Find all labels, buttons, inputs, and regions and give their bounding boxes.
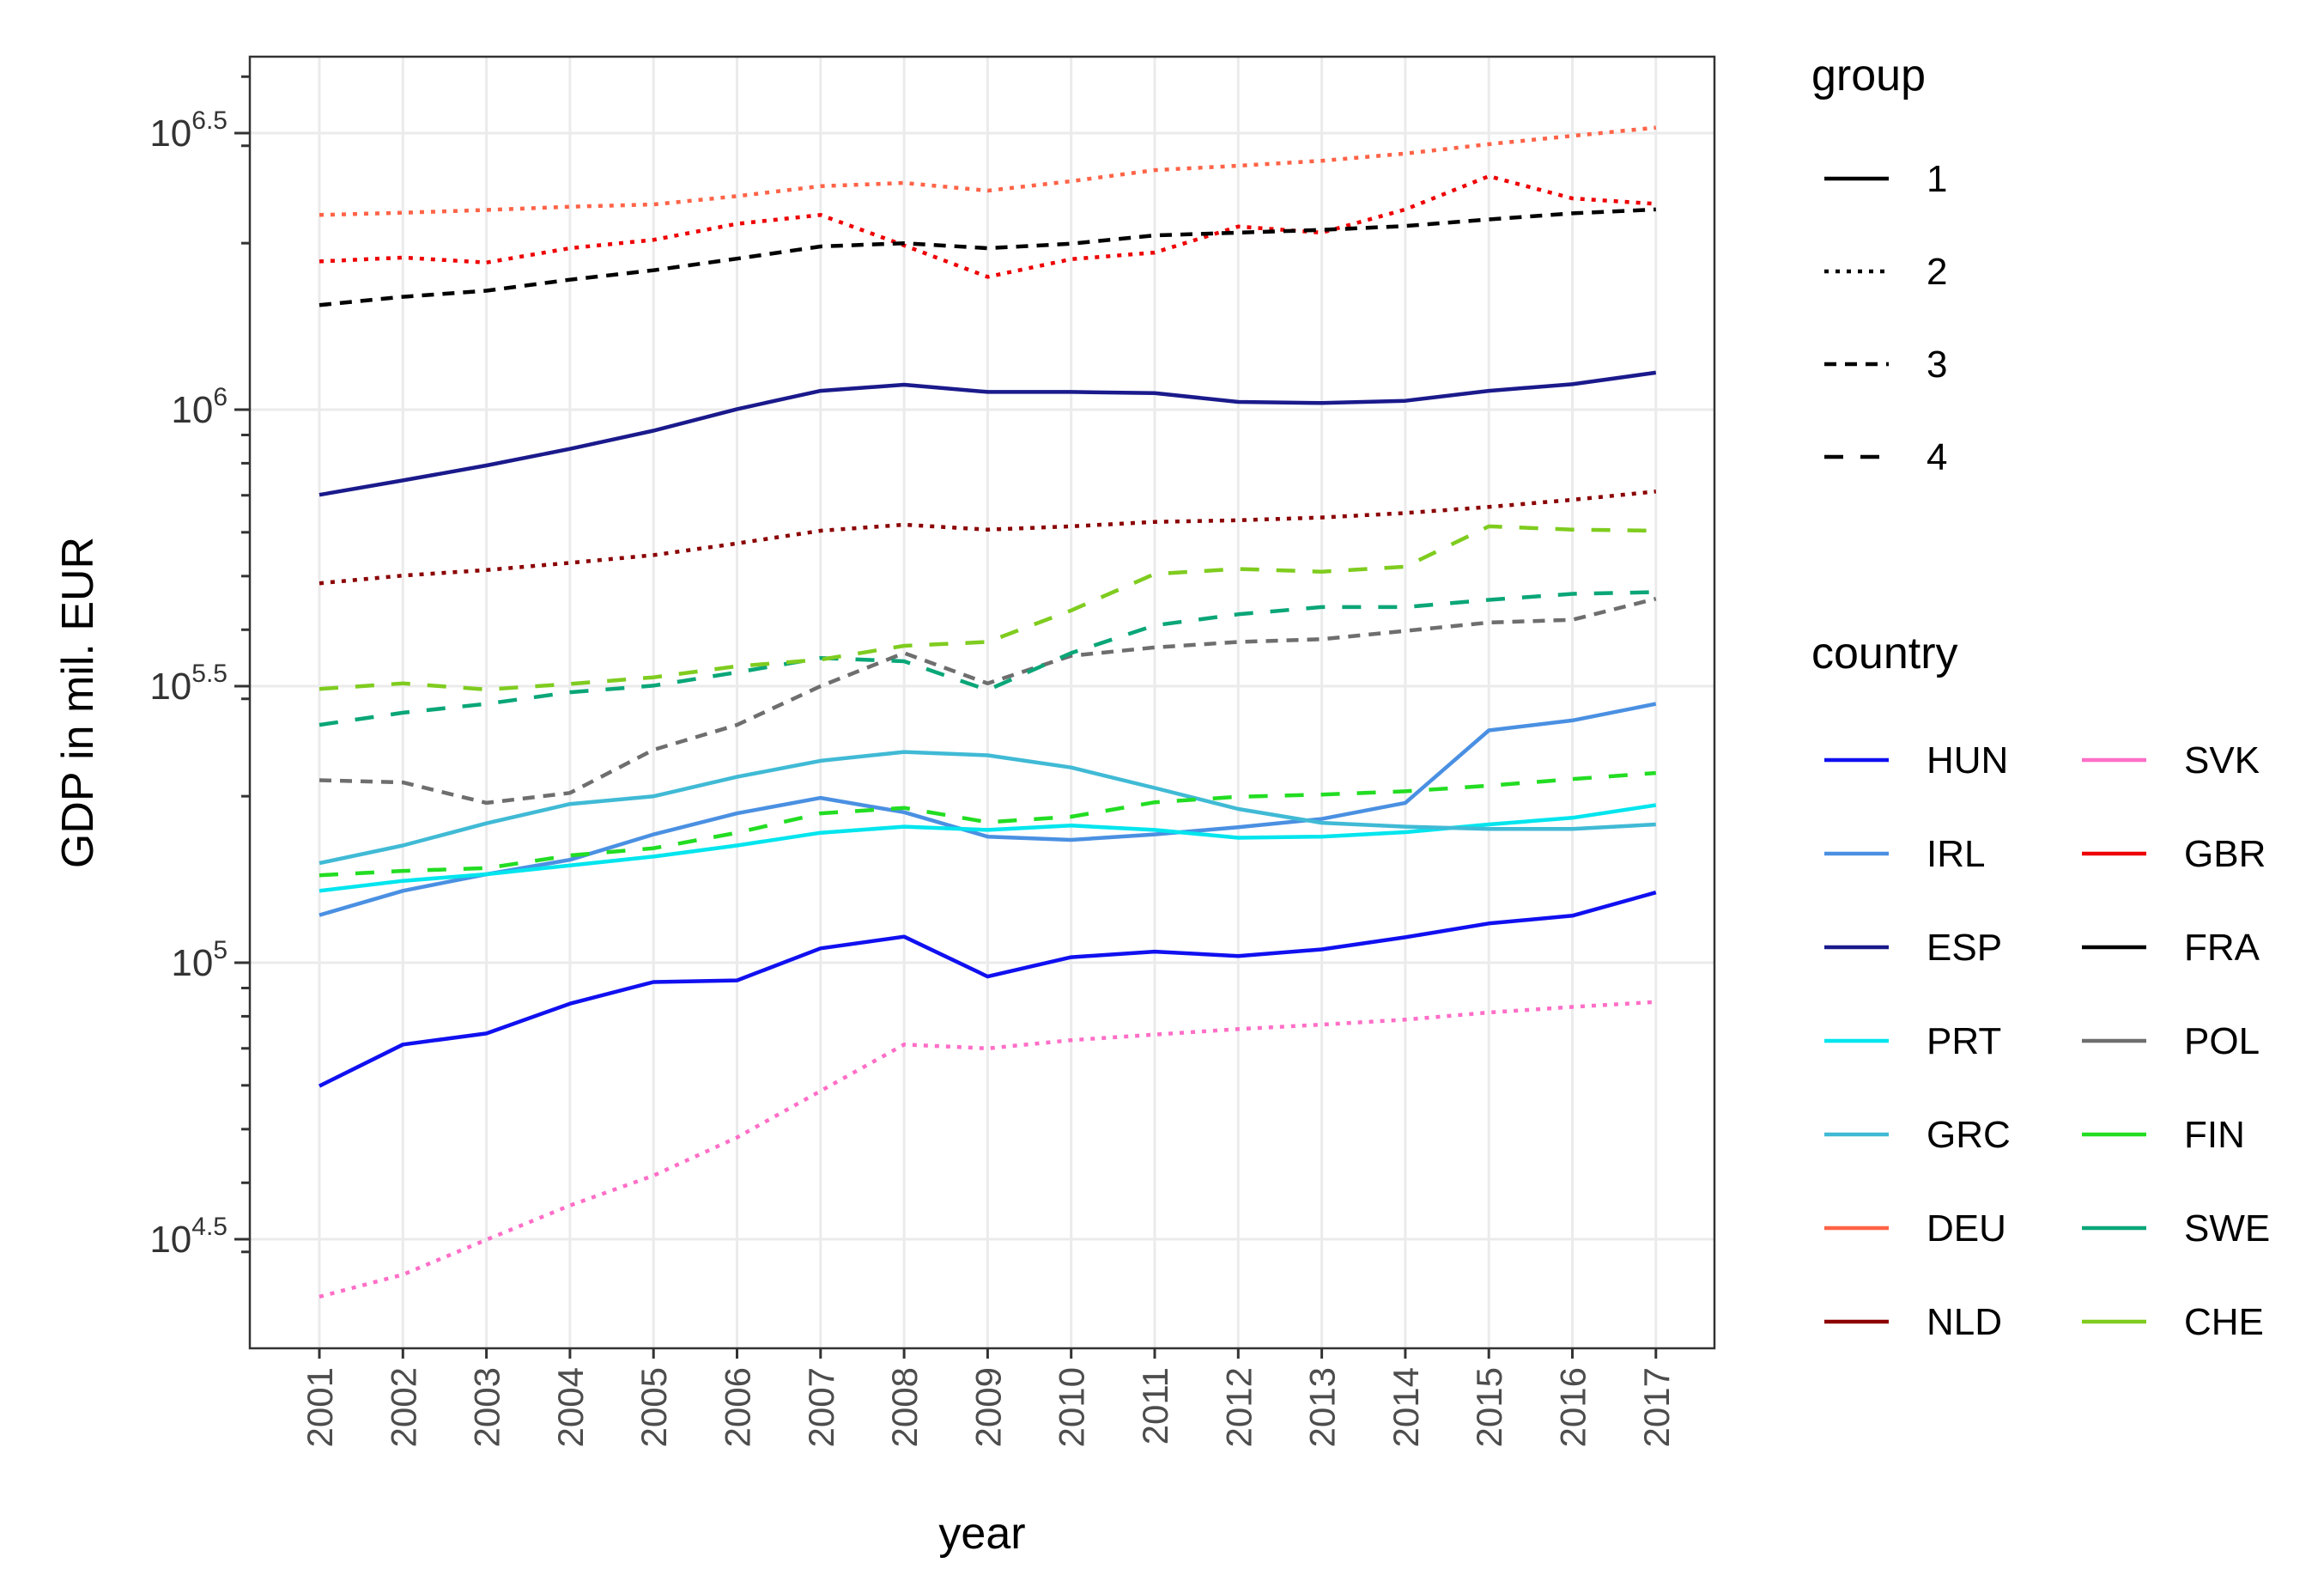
legend-country-label: FIN — [2184, 1114, 2245, 1156]
series-line-deu — [319, 125, 1657, 217]
x-tick-label: 2011 — [1135, 1367, 1175, 1444]
x-tick-label: 2013 — [1302, 1367, 1343, 1447]
legend-country-label: DEU — [1927, 1207, 2006, 1250]
series-line-esp — [319, 370, 1657, 497]
legend-country-label: PRT — [1927, 1020, 2001, 1062]
y-tick-label: 106.5 — [149, 106, 228, 155]
y-gridlines — [250, 131, 1714, 1241]
y-axis-title: GDP in mil. EUR — [53, 537, 103, 868]
legend-group-label: 4 — [1927, 436, 1947, 478]
x-tick-label: 2001 — [300, 1367, 340, 1447]
x-tick-label: 2009 — [968, 1367, 1008, 1447]
legend-group-label: 2 — [1927, 251, 1947, 293]
legend-group: group 1 2 3 4 — [1811, 51, 1947, 478]
series-line-prt — [319, 803, 1657, 893]
x-gridlines — [318, 57, 1658, 1348]
x-tick-label: 2010 — [1052, 1367, 1092, 1447]
series-line-pol — [319, 597, 1657, 806]
x-axis: 2001 2002 2003 2004 2005 2006 2007 2008 2009 2010… — [300, 1348, 1677, 1447]
legend-country-label: HUN — [1927, 739, 2008, 781]
legend-country-label: IRL — [1927, 833, 1985, 875]
x-axis-title: year — [938, 1509, 1025, 1559]
y-tick-label: 105.5 — [149, 660, 228, 708]
legend-country-label: FRA — [2184, 927, 2260, 969]
x-tick-label: 2016 — [1553, 1367, 1593, 1447]
legend-country-label: NLD — [1927, 1301, 2002, 1343]
legend-country-title: country — [1811, 629, 1958, 678]
x-tick-label: 2007 — [801, 1367, 841, 1447]
x-tick-label: 2008 — [884, 1367, 925, 1447]
series-line-che — [319, 524, 1656, 692]
series-line-svk — [319, 1000, 1656, 1299]
x-tick-label: 2004 — [550, 1367, 591, 1447]
legend-group-title: group — [1811, 51, 1926, 100]
y-tick-label: 104.5 — [149, 1213, 228, 1261]
y-tick-label: 106 — [171, 383, 228, 431]
legend-country-label: GBR — [2184, 833, 2266, 875]
legend-country-label: SVK — [2184, 739, 2260, 781]
x-tick-label: 2005 — [634, 1367, 674, 1447]
legend-country-label: GRC — [1927, 1114, 2011, 1156]
series-line-nld — [319, 490, 1657, 586]
legend-group-label: 3 — [1927, 344, 1947, 386]
series-lines — [318, 125, 1657, 1299]
series-line-gbr — [319, 173, 1656, 279]
x-tick-label: 2015 — [1469, 1367, 1509, 1447]
plot-panel-border — [248, 55, 1716, 1350]
legend-country-label: ESP — [1927, 927, 2002, 969]
series-line-hun — [318, 891, 1657, 1088]
x-tick-label: 2003 — [467, 1367, 507, 1447]
y-tick-label: 105 — [171, 936, 228, 984]
x-tick-label: 2014 — [1386, 1367, 1426, 1447]
series-line-fra — [319, 207, 1656, 307]
legend-country-label: POL — [2184, 1020, 2260, 1062]
legend-country-label: SWE — [2184, 1207, 2270, 1250]
x-tick-label: 2012 — [1218, 1367, 1259, 1447]
x-tick-label: 2017 — [1636, 1367, 1677, 1447]
legend-group-label: 1 — [1927, 158, 1947, 200]
series-line-grc — [319, 750, 1656, 866]
x-tick-label: 2002 — [383, 1367, 423, 1447]
series-line-irl — [319, 702, 1657, 917]
legend-country-label: CHE — [2184, 1301, 2264, 1343]
series-line-swe — [319, 590, 1656, 727]
legend-country: country HUN IRL ESP PRT GRC DEU NLD SVK GBR FRA POL… — [1811, 629, 2270, 1343]
y-axis: 104.5 105 105.5 106 106.5 — [149, 75, 250, 1261]
series-line-fin — [319, 770, 1656, 878]
x-tick-label: 2006 — [718, 1367, 758, 1447]
